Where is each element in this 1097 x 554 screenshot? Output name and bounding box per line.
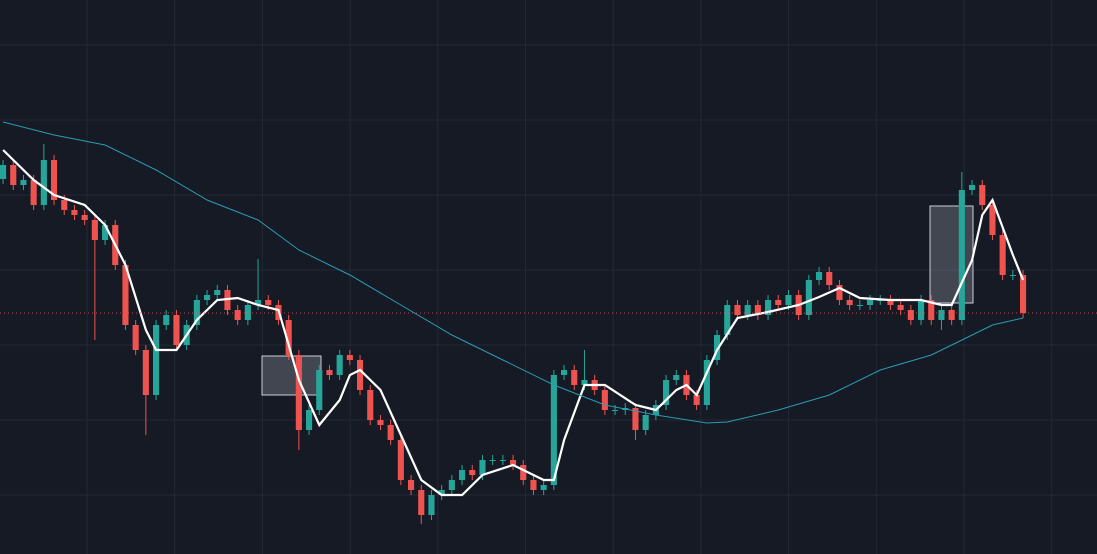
- candle-body: [550, 375, 557, 485]
- candle-body: [71, 210, 78, 215]
- candle-body: [61, 200, 68, 210]
- candle-body: [887, 300, 894, 305]
- candle-body: [438, 490, 445, 495]
- candle-body: [316, 370, 323, 410]
- candle-body: [0, 165, 7, 179]
- candle-body: [693, 395, 700, 405]
- candle-body: [122, 265, 129, 325]
- candle-body: [407, 480, 415, 490]
- candle-body: [754, 305, 761, 315]
- candle-body: [336, 355, 343, 375]
- candle-body: [734, 305, 741, 315]
- candle-body: [285, 320, 292, 355]
- candle-body: [40, 160, 47, 205]
- candle-body: [764, 300, 772, 315]
- candle-body: [1009, 275, 1016, 276]
- candle-body: [203, 295, 211, 300]
- candle-body: [713, 335, 721, 360]
- candle-body: [418, 490, 425, 515]
- candle-body: [846, 300, 853, 305]
- candle-body: [530, 480, 537, 490]
- candle-body: [805, 280, 812, 315]
- candle-body: [367, 390, 374, 420]
- candle-body: [907, 310, 914, 320]
- candle-body: [968, 185, 976, 190]
- candle-body: [662, 380, 670, 405]
- candle-body: [458, 470, 466, 480]
- candle-body: [499, 460, 506, 461]
- candle-body: [601, 390, 608, 410]
- candle-body: [469, 470, 476, 475]
- candle-body: [642, 415, 649, 430]
- candle-body: [101, 225, 109, 240]
- candle-body: [295, 355, 302, 430]
- candle-body: [999, 235, 1006, 275]
- candle-body: [560, 370, 568, 375]
- candle-body: [724, 305, 731, 335]
- candle-body: [30, 180, 37, 205]
- candle-body: [244, 305, 251, 320]
- candle-body: [632, 408, 639, 430]
- candle-body: [173, 315, 180, 345]
- candle-body: [775, 300, 782, 305]
- candle-body: [785, 295, 792, 305]
- candle-body: [877, 300, 884, 301]
- highlight-box: [929, 205, 974, 304]
- candle-body: [989, 205, 996, 235]
- moving-average: [2, 121, 1024, 424]
- candle-body: [356, 360, 364, 390]
- candle-body: [387, 425, 394, 440]
- candle-body: [928, 300, 935, 320]
- candle-body: [265, 300, 272, 305]
- candle-body: [856, 305, 863, 306]
- candle-body: [377, 420, 384, 425]
- candle-body: [703, 360, 710, 405]
- candle-body: [397, 440, 404, 480]
- candle-body: [91, 220, 98, 240]
- candle-body: [520, 465, 527, 480]
- candle-body: [938, 310, 945, 320]
- candle-body: [163, 315, 170, 325]
- candle-body: [958, 190, 965, 320]
- candle-body: [448, 480, 455, 490]
- candle-body: [540, 485, 547, 490]
- candle-body: [509, 460, 517, 465]
- candle-body: [866, 300, 874, 305]
- candle-body: [10, 165, 17, 185]
- candle-body: [611, 410, 619, 411]
- candle-body: [948, 310, 955, 320]
- candle-body: [815, 272, 823, 280]
- candle-body: [428, 495, 435, 515]
- candle-body: [489, 460, 496, 461]
- candle-body: [152, 325, 160, 395]
- candle-body: [917, 300, 925, 320]
- candle-body: [132, 325, 139, 350]
- candle-body: [254, 300, 262, 305]
- candle-body: [571, 370, 578, 385]
- candle-body: [479, 460, 486, 475]
- candle-body: [142, 350, 149, 395]
- candle-body: [581, 380, 588, 385]
- candle-body: [1019, 275, 1027, 313]
- candle-body: [326, 370, 333, 375]
- candle-body: [346, 355, 353, 360]
- candle-body: [81, 215, 88, 220]
- candle-body: [234, 310, 241, 320]
- candle-body: [836, 285, 843, 300]
- highlight-box: [261, 355, 322, 396]
- moving-average: [2, 149, 1025, 497]
- candle-body: [979, 185, 986, 205]
- candle-body: [305, 410, 313, 430]
- candle-body: [897, 305, 904, 310]
- candle-body: [214, 290, 221, 295]
- candle-body: [744, 305, 751, 315]
- candle-body: [673, 375, 680, 380]
- candle-body: [50, 160, 58, 200]
- candle-body: [826, 272, 833, 285]
- candle-body: [20, 180, 27, 185]
